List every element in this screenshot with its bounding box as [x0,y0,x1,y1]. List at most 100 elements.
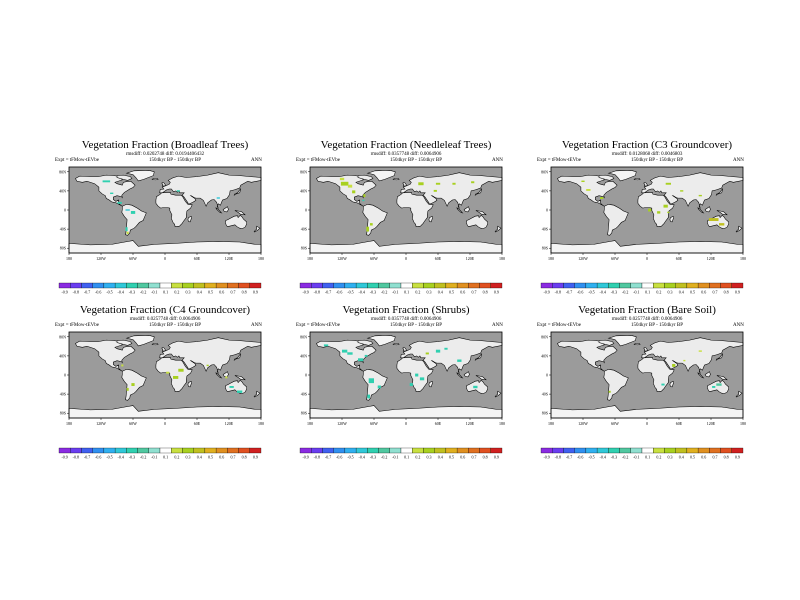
colorbar-label: 0.5 [449,455,454,460]
landmass-japan [715,353,723,361]
landmass-indonesia-sumatra [215,372,223,379]
landmass-madagascar [428,380,433,388]
lon-label: 60W [611,256,619,261]
colorbar-label: 0.1 [163,455,168,460]
anomaly-cell [712,386,716,388]
colorbar-label: 0.1 [645,290,650,295]
panel-expt: Expt = tFMow-tEVbe [55,158,99,163]
colorbar-label: -0.8 [314,455,320,460]
colorbar-label: 0.3 [186,455,191,460]
anomaly-cell [121,364,124,367]
anomaly-cell [352,190,356,194]
anomaly-cell [377,385,381,389]
colorbar-swatch [630,447,643,454]
lon-label: 60W [129,421,137,426]
colorbar-swatch [574,282,587,289]
panel-stats: rmsdiff: 0.0257748 diff: 0.0064906 [129,317,201,322]
colorbar-label: -0.7 [84,455,90,460]
landmass-indonesia-sumatra [215,207,223,214]
colorbar-swatch [322,447,334,454]
colorbar-label: -0.3 [129,455,135,460]
panel-stats: rmsdiff: 0.0128068 diff: 0.0046803 [611,152,683,157]
colorbar-label: -0.8 [73,290,79,295]
lat-label: 80S [60,246,66,251]
colorbar-label: -0.8 [314,290,320,295]
anomaly-cell [173,376,179,379]
landmass-baffin [116,174,133,181]
lon-label: 120E [707,421,716,426]
lat-label: 80N [541,334,548,339]
colorbar-label: -0.1 [633,290,639,295]
lat-label: 0 [305,208,307,213]
panel-expt: Expt = tFMow-tEVbe [537,158,581,163]
anomaly-cell [216,197,220,199]
lon-label: 180 [258,421,264,426]
landmass-australia [466,214,488,229]
landmass-south-america [121,204,147,236]
colorbar-swatch [686,447,699,454]
colorbar-swatch [126,447,138,454]
colorbar-swatch [468,447,480,454]
landmass-north-america [557,339,618,372]
lat-label: 80N [59,169,66,174]
anomaly-cell [719,223,725,226]
landmass-new-guinea [234,210,246,216]
colorbar-swatch [367,447,379,454]
lon-label: 60W [370,421,378,426]
colorbar-label: 0.4 [438,290,443,295]
colorbar-label: 0.6 [701,290,706,295]
colorbar-label: 0.9 [253,455,258,460]
panel-shrubs: Vegetation Fraction (Shrubs) rmsdiff: 0.… [296,304,536,494]
landmass-africa [155,192,193,228]
landmass-north-america [75,339,136,372]
colorbar-label: -0.7 [325,290,331,295]
colorbar-swatch [423,282,435,289]
lon-label: 60E [435,256,442,261]
colorbar-label: -0.4 [359,455,365,460]
lat-label: 40N [541,353,548,358]
anomaly-cell [708,218,719,221]
colorbar-label: 0.1 [645,455,650,460]
colorbar-swatch [70,447,82,454]
landmass-australia [225,214,247,229]
colorbar-swatch [355,447,368,454]
landmass-australia [707,379,729,394]
colorbar-label: 0.2 [174,455,179,460]
colorbar-label: -0.2 [622,455,628,460]
landmass-iceland [151,343,159,346]
colorbar-swatch [540,447,553,454]
anomaly-cell [409,383,413,386]
colorbar-swatch [311,447,323,454]
anomaly-cell [176,190,180,192]
colorbar-swatch [697,447,710,454]
colorbar-label: 0.4 [679,455,684,460]
lon-label: 120W [337,421,347,426]
landmass-baffin [598,174,615,181]
colorbar-swatch [159,282,172,289]
colorbar-label: 0.4 [438,455,443,460]
lon-label: 180 [499,256,505,261]
lat-label: 80N [59,334,66,339]
landmass-iceland [392,343,400,346]
lat-label: 40S [60,227,66,232]
lon-label: 0 [164,421,166,426]
landmass-uk [402,346,407,352]
lon-label: 60E [676,256,683,261]
colorbar-swatch [81,282,93,289]
lon-label: 0 [164,256,166,261]
colorbar-label: 0.7 [471,455,476,460]
lat-label: 0 [64,373,66,378]
panel-years: 1504kyr BP - 1504kyr BP [389,158,443,163]
colorbar-swatch [456,282,469,289]
landmass-africa [396,192,434,228]
colorbar-swatch [434,282,447,289]
anomaly-cell [125,227,128,231]
lat-label: 40S [60,392,66,397]
lat-label: 40S [301,392,307,397]
colorbar-swatch [596,447,609,454]
colorbar-label: -0.2 [622,290,628,295]
landmass-new-guinea [716,210,728,216]
colorbar-label: 0.8 [242,455,247,460]
anomaly-cell [362,199,365,202]
